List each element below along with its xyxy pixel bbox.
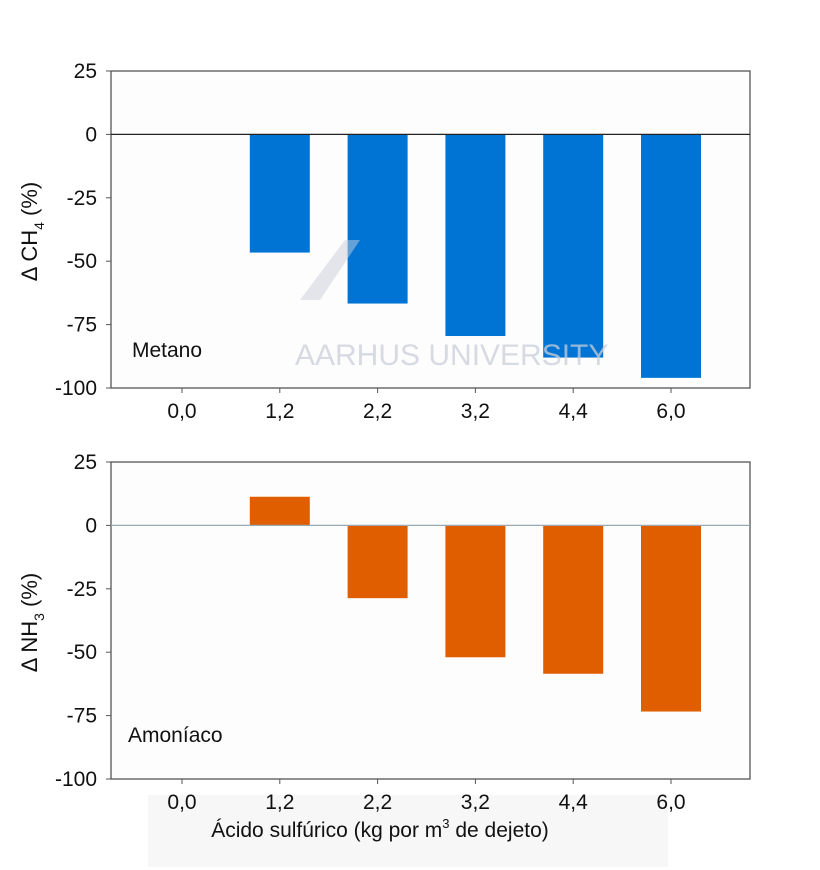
x-tick-label: 0,0 [167,400,196,423]
y-tick-label: -50 [67,641,97,664]
bar-3,2 [445,134,506,337]
xlabel-band [148,795,668,867]
y-axis-label: Δ NH3 (%) [17,573,47,673]
bar-3,2 [445,525,506,658]
x-tick-label: 4,4 [559,791,589,814]
x-tick-label: 6,0 [656,791,685,814]
x-tick-label: 2,2 [363,791,392,814]
x-tick-label: 3,2 [461,791,490,814]
x-tick-label: 2,2 [363,400,392,423]
bar-2,2 [347,525,408,599]
bar-1,2 [249,134,310,253]
y-tick-label: -75 [67,314,97,337]
watermark-logo-icon [300,240,360,300]
x-tick-label: 1,2 [265,400,294,423]
y-tick-label: -100 [55,377,97,400]
series-annotation: Metano [132,339,202,362]
y-tick-label: 0 [85,514,97,537]
y-axis-label: Δ CH4 (%) [17,182,47,282]
series-annotation: Amoníaco [128,724,223,747]
bar-6,0 [641,134,701,378]
x-tick-label: 1,2 [265,791,294,814]
bar-2,2 [347,134,408,304]
x-tick-label: 6,0 [656,400,685,423]
x-tick-label: 0,0 [167,791,196,814]
bar-6,0 [641,525,701,712]
y-tick-label: 25 [74,451,97,474]
bar-4,4 [543,525,604,674]
bar-1,2 [249,496,310,526]
watermark: AARHUS UNIVERSITY [295,339,608,372]
y-tick-label: -50 [67,250,97,273]
x-tick-label: 4,4 [559,400,589,423]
y-tick-label: 25 [74,60,97,83]
bar-4,4 [543,134,604,358]
y-tick-label: -25 [67,578,97,601]
chart-panel-2: 25 0 -25 -50 -75 -100 0,0 1,2 2,2 3,2 4,4 6,0 Amonía… [17,451,751,814]
x-axis-label: Ácido sulfúrico (kg por m3 de dejeto) [211,816,549,842]
x-tick-label: 3,2 [461,400,490,423]
y-tick-label: -25 [67,187,97,210]
chart-panel-1: 25 0 -25 -50 -75 -100 0,0 1,2 2,2 3,2 4,4 6,0 Metano… [17,60,751,423]
y-tick-label: -100 [55,768,97,791]
y-tick-label: -75 [67,705,97,728]
y-tick-label: 0 [85,123,97,146]
watermark-group: AARHUS UNIVERSITY [295,240,608,372]
